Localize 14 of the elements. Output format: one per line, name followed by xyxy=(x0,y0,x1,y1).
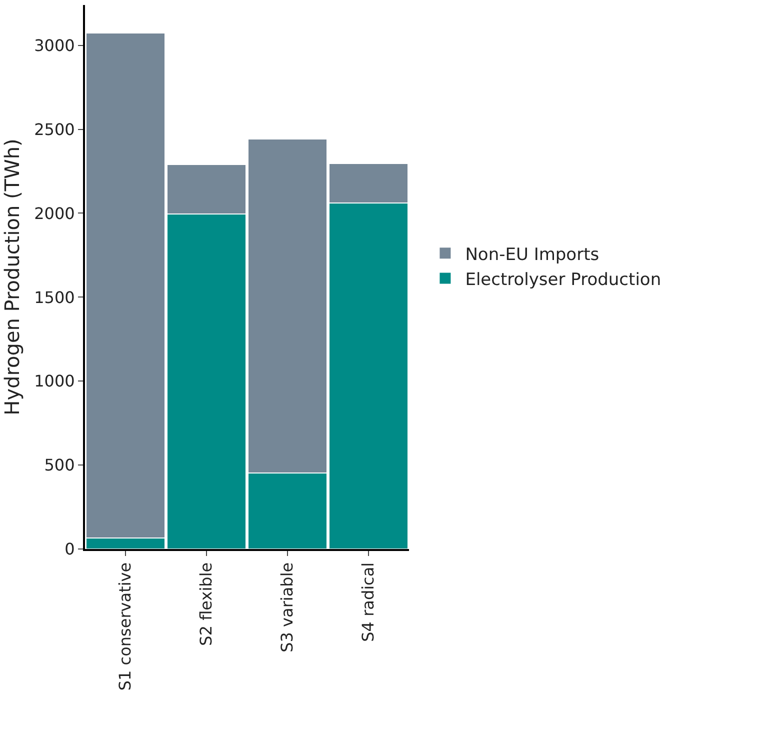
y-tick-label: 1500 xyxy=(34,288,75,307)
y-tick-label: 2500 xyxy=(34,120,75,139)
y-tick-label: 500 xyxy=(44,456,75,475)
y-tick-label: 2000 xyxy=(34,204,75,223)
x-tick-label: S1 conservative xyxy=(116,562,135,691)
x-tick-label: S2 flexible xyxy=(196,562,216,646)
y-tick-label: 0 xyxy=(64,540,75,559)
x-tick-label: S4 radical xyxy=(358,562,378,642)
y-tick-label: 1000 xyxy=(34,372,75,391)
y-tick-label: 3000 xyxy=(34,36,75,55)
x-tick-label: S3 variable xyxy=(278,562,297,652)
legend-label: Electrolyser Production xyxy=(465,270,662,290)
y-axis-title: Hydrogen Production (TWh) xyxy=(0,138,24,416)
legend-label: Non-EU Imports xyxy=(465,244,600,265)
